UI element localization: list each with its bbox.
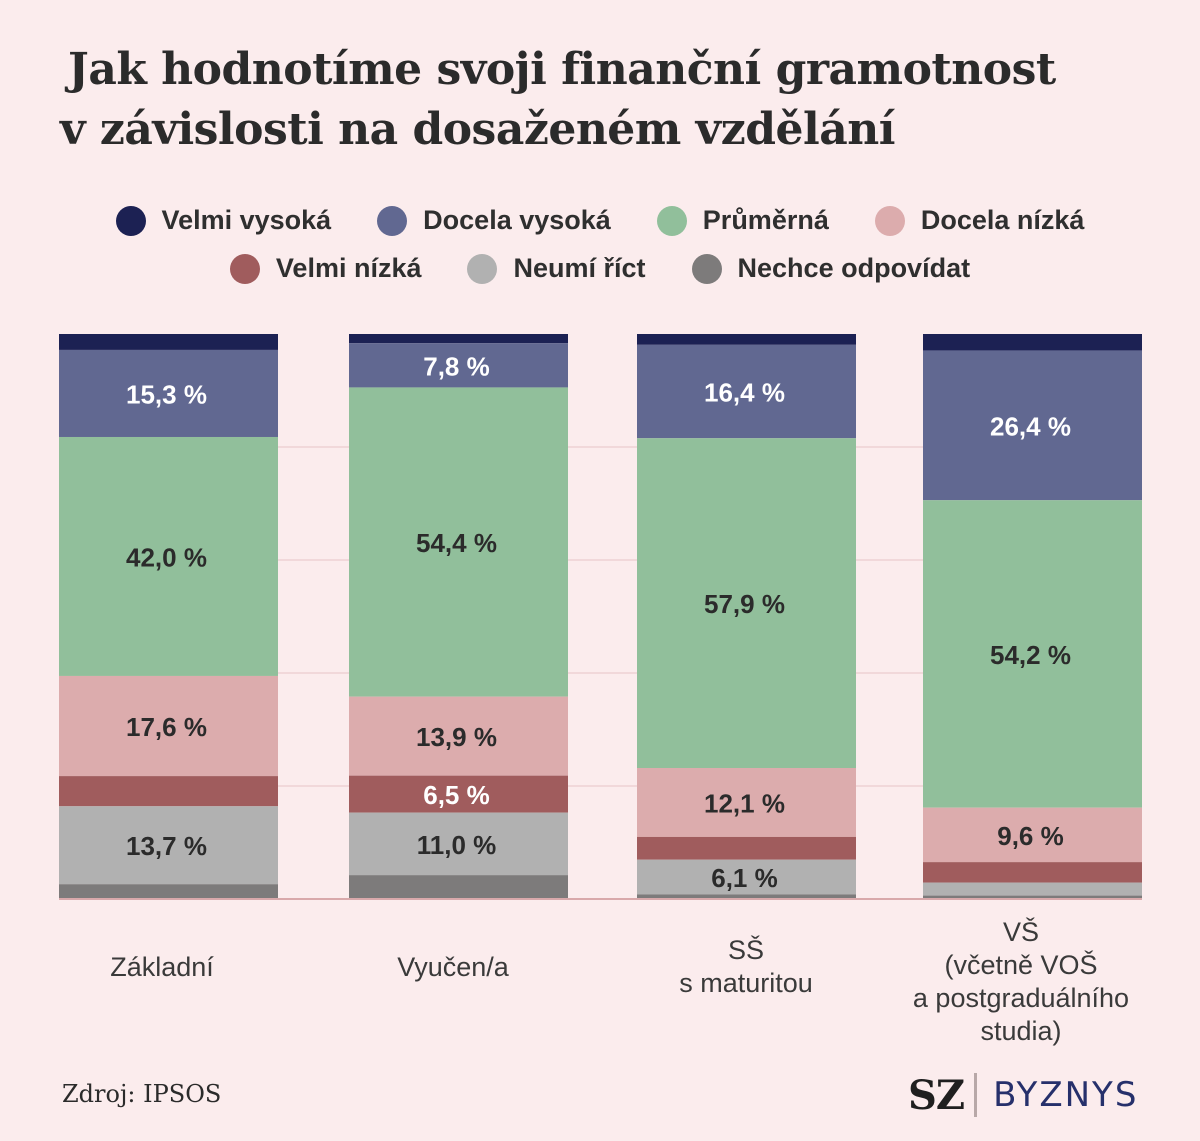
bar-segment	[923, 350, 1142, 501]
data-label: 9,6 %	[997, 821, 1064, 851]
category-label: Vyučen/a	[303, 951, 603, 984]
legend-row-2: Velmi nízká Neumí říct Nechce odpovídat	[0, 253, 1200, 284]
category-label-line: studia)	[980, 1016, 1062, 1046]
category-label: SŠ s maturitou	[596, 934, 896, 1000]
bar-segment	[59, 884, 278, 899]
legend-row-1: Velmi vysoká Docela vysoká Průměrná Doce…	[0, 205, 1200, 236]
chart-title-line-1: Jak hodnotíme svoji finanční gramotnost	[68, 44, 1056, 95]
legend-item-docela-nizka: Docela nízká	[874, 205, 1085, 236]
data-label: 13,7 %	[126, 831, 207, 861]
legend-label: Docela vysoká	[423, 205, 611, 235]
chart-title: Jak hodnotíme svoji finanční gramotnost …	[60, 40, 1160, 160]
bar-segment	[349, 334, 568, 344]
category-label: Základní	[12, 951, 312, 984]
data-label: 13,9 %	[416, 722, 497, 752]
bar-segment	[59, 349, 278, 437]
bar-segment	[59, 436, 278, 676]
data-label: 15,3 %	[126, 379, 207, 409]
legend-swatch	[656, 205, 687, 236]
legend-item-nechce-odpovidat: Nechce odpovídat	[691, 253, 971, 284]
legend-item-prumerna: Průměrná	[656, 205, 829, 236]
data-label: 6,5 %	[423, 780, 490, 810]
bar-segment	[59, 334, 278, 350]
logo-sz: SZ	[908, 1071, 965, 1119]
category-label-line: Základní	[110, 952, 214, 982]
data-label: 12,1 %	[704, 788, 785, 818]
bar-segment	[923, 882, 1142, 896]
bar-segment	[349, 696, 568, 776]
legend-item-velmi-nizka: Velmi nízká	[229, 253, 422, 284]
bar-segment	[59, 776, 278, 807]
stacked-bar-chart: 15,3 % 42,0 % 17,6 % 13,7 % 7,8 % 54,4 % 13,9 …	[59, 334, 1142, 900]
legend-swatch	[229, 253, 260, 284]
legend-swatch	[874, 205, 905, 236]
legend-swatch	[377, 205, 408, 236]
bar-segment	[923, 895, 1142, 899]
legend-swatch	[115, 205, 146, 236]
bar-segment	[923, 862, 1142, 883]
logo-divider	[974, 1073, 978, 1117]
bar-segment	[349, 812, 568, 876]
legend-label: Velmi vysoká	[161, 205, 332, 235]
category-label: VŠ (včetně VOŠ a postgraduálního studia)	[871, 916, 1171, 1048]
bar-segment	[349, 775, 568, 813]
bar-segment	[59, 806, 278, 885]
category-label-line: VŠ	[1002, 917, 1040, 947]
legend-swatch	[467, 253, 498, 284]
data-label: 6,1 %	[711, 863, 778, 893]
category-label-line: Vyučen/a	[397, 952, 509, 982]
data-label: 57,9 %	[704, 589, 785, 619]
source-note: Zdroj: IPSOS	[62, 1080, 222, 1108]
data-label: 42,0 %	[126, 542, 207, 572]
category-label-line: s maturitou	[679, 968, 813, 998]
bar-segment	[349, 387, 568, 697]
category-label-line: SŠ	[727, 935, 765, 965]
legend-item-neumi-rict: Neumí říct	[467, 253, 646, 284]
data-label: 54,4 %	[416, 528, 497, 558]
bar-segment	[923, 334, 1142, 351]
legend-label: Velmi nízká	[275, 253, 422, 283]
chart-title-line-2: v závislosti na dosaženém vzdělání	[60, 104, 895, 155]
sz-byznys-logo: SZ BYZNYS	[908, 1070, 1138, 1120]
bar-segment	[637, 836, 856, 860]
bar-segment	[637, 894, 856, 899]
bar-segment	[349, 875, 568, 899]
bar-segment	[923, 807, 1142, 863]
data-label: 54,2 %	[990, 640, 1071, 670]
category-label-line: a postgraduálního	[912, 983, 1130, 1013]
bar-segment	[637, 768, 856, 837]
legend-label: Neumí říct	[513, 253, 646, 283]
data-label: 7,8 %	[423, 351, 490, 381]
bar-segment	[923, 500, 1142, 808]
bar-segment	[349, 343, 568, 388]
bar-segment	[637, 438, 856, 769]
legend-swatch	[691, 253, 722, 284]
bar-segment	[637, 334, 856, 345]
legend-label: Nechce odpovídat	[737, 253, 971, 283]
bar-segment	[637, 344, 856, 439]
logo-byznys: BYZNYS	[993, 1075, 1139, 1115]
legend-label: Průměrná	[702, 205, 829, 235]
legend-item-docela-vysoka: Docela vysoká	[377, 205, 611, 236]
data-label: 17,6 %	[126, 712, 207, 742]
legend-item-velmi-vysoka: Velmi vysoká	[115, 205, 332, 236]
data-label: 11,0 %	[417, 830, 497, 860]
category-label-line: (včetně VOŠ	[944, 950, 1098, 980]
data-label: 26,4 %	[990, 411, 1071, 441]
legend-label: Docela nízká	[920, 205, 1085, 235]
data-label: 16,4 %	[704, 378, 785, 408]
bar-segment	[637, 859, 856, 895]
bar-segment	[59, 675, 278, 777]
